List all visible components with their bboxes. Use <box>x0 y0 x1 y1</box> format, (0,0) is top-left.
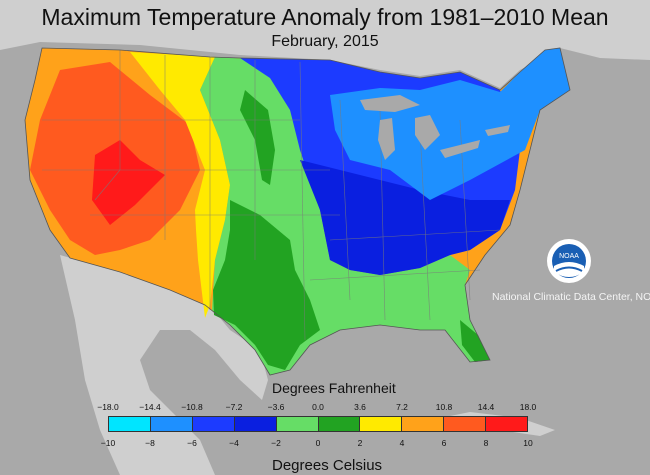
fahrenheit-ticks: −18.0 −14.4 −10.8 −7.2 −3.6 0.0 3.6 7.2 10.8 14.4… <box>0 402 650 414</box>
celsius-tick-label: 0 <box>315 438 321 448</box>
celsius-tick-label: −6 <box>187 438 197 448</box>
celsius-tick-label: 4 <box>399 438 405 448</box>
us-outline <box>24 47 571 376</box>
map-title: Maximum Temperature Anomaly from 1981–20… <box>41 4 609 30</box>
great-basin-hot-zone <box>92 140 165 225</box>
celsius-tick-label: 8 <box>483 438 489 448</box>
plains-yellow-band <box>130 52 230 318</box>
great-lakes <box>360 95 510 160</box>
fahrenheit-tick-label: 10.8 <box>435 402 453 412</box>
dakota-dark-green-zone <box>240 90 275 185</box>
canada-land <box>0 0 650 88</box>
fahrenheit-tick-label: −10.8 <box>181 402 203 412</box>
fahrenheit-tick-label: −14.4 <box>139 402 161 412</box>
celsius-legend-title: Degrees Celsius <box>272 457 383 474</box>
legend-swatch <box>486 417 528 431</box>
great-lakes-light-blue-zone <box>330 48 570 200</box>
fahrenheit-tick-label: 14.4 <box>477 402 495 412</box>
florida-dark-green-zone <box>460 320 490 362</box>
fahrenheit-tick-label: −18.0 <box>97 402 119 412</box>
fahrenheit-tick-label: −3.6 <box>267 402 285 412</box>
legend-swatch <box>318 417 361 431</box>
texas-dark-green-zone <box>213 200 320 370</box>
celsius-ticks: −10 −8 −6 −4 −2 0 2 4 6 8 10 <box>0 438 650 450</box>
legend-swatch <box>444 417 487 431</box>
legend-swatch <box>109 417 151 431</box>
celsius-tick-label: 6 <box>441 438 447 448</box>
legend-swatch <box>402 417 445 431</box>
ohio-valley-deep-blue-zone <box>300 160 510 275</box>
legend-swatch <box>150 417 193 431</box>
fahrenheit-tick-label: 3.6 <box>354 402 366 412</box>
celsius-tick-label: −8 <box>145 438 155 448</box>
fahrenheit-legend-title: Degrees Fahrenheit <box>272 380 396 396</box>
celsius-tick-label: −2 <box>271 438 281 448</box>
fahrenheit-tick-label: 7.2 <box>396 402 408 412</box>
color-scale-bar <box>108 416 528 432</box>
state-borders <box>42 50 501 341</box>
celsius-tick-label: 2 <box>357 438 363 448</box>
legend-swatch <box>276 417 319 431</box>
noaa-logo: NOAA <box>547 239 591 283</box>
legend-swatch <box>234 417 277 431</box>
legend-swatch <box>360 417 403 431</box>
fahrenheit-tick-label: 18.0 <box>519 402 537 412</box>
noaa-logo-text: NOAA <box>559 253 579 260</box>
celsius-tick-label: −4 <box>229 438 239 448</box>
fahrenheit-tick-label: −7.2 <box>225 402 243 412</box>
credit-text: National Climatic Data Center, NOAA <box>492 291 650 303</box>
legend-swatch <box>192 417 235 431</box>
map-subtitle: February, 2015 <box>271 33 379 50</box>
celsius-tick-label: −10 <box>100 438 116 448</box>
celsius-tick-label: 10 <box>523 438 533 448</box>
fahrenheit-tick-label: 0.0 <box>312 402 324 412</box>
